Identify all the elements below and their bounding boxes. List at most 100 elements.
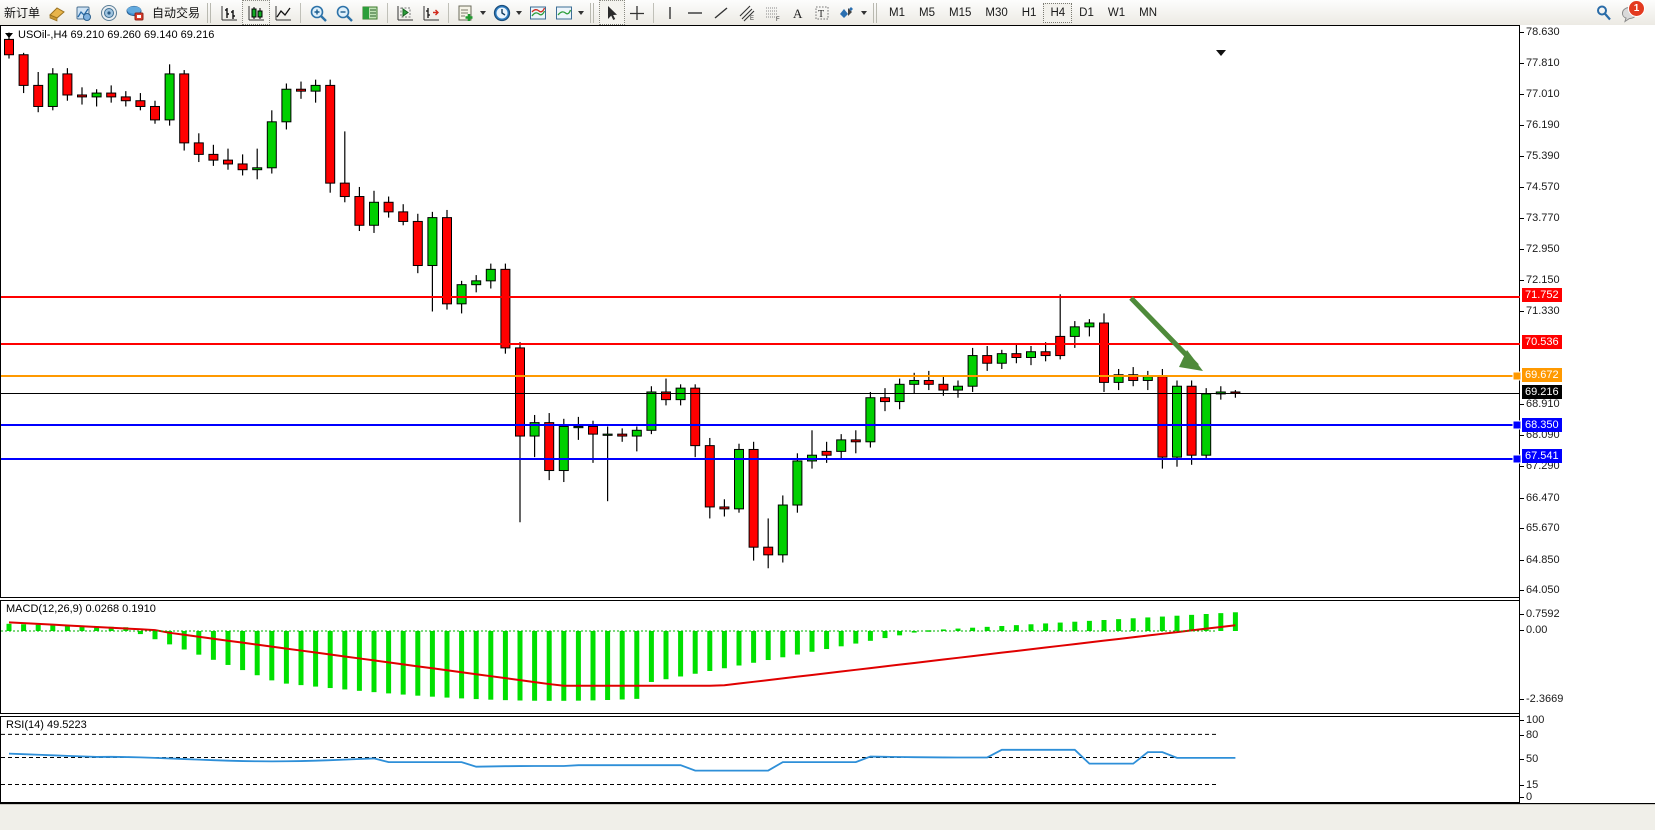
svg-text:F: F: [776, 17, 780, 22]
price-label-support-line[interactable]: 68.350: [1522, 418, 1562, 433]
trendline-icon[interactable]: [708, 1, 734, 24]
rsi-label: RSI(14) 49.5223: [6, 719, 87, 731]
line-chart-icon[interactable]: [270, 1, 296, 24]
resistance-line-70536[interactable]: [1, 343, 1520, 345]
support-line-handle[interactable]: [1512, 454, 1522, 464]
price-tick: 75.390: [1520, 149, 1560, 162]
status-bar: [0, 804, 1655, 830]
text-box-icon[interactable]: T: [810, 1, 834, 24]
price-label-order-line[interactable]: 69.672: [1522, 367, 1562, 382]
resistance-line-71752[interactable]: [1, 296, 1520, 298]
rsi-tick: 50: [1519, 752, 1539, 765]
timeframe-d1[interactable]: D1: [1079, 6, 1094, 19]
zoom-out-icon[interactable]: [331, 1, 357, 24]
timeframe-mn[interactable]: MN: [1139, 6, 1157, 19]
chevron-down-icon[interactable]: [480, 10, 487, 15]
price-tick: 74.570: [1520, 181, 1560, 194]
price-label-resistance-line[interactable]: 71.752: [1522, 288, 1562, 303]
order-line-handle[interactable]: [1512, 371, 1522, 381]
notifications-button[interactable]: 1: [1617, 0, 1645, 23]
rsi-series: [1, 733, 1236, 785]
support-line-68350[interactable]: [1, 424, 1520, 426]
timeframe-w1[interactable]: W1: [1107, 6, 1126, 19]
price-axis[interactable]: 78.630 77.810 77.010 76.190 75.390 74.570 73.7…: [1519, 25, 1655, 803]
toolbar-grip[interactable]: [207, 2, 214, 23]
price-tick: 77.810: [1520, 56, 1560, 69]
price-tick: 72.950: [1520, 243, 1560, 256]
price-tick: 66.470: [1520, 491, 1560, 504]
chart-object-icon[interactable]: [44, 1, 70, 24]
svg-text:T: T: [818, 9, 824, 20]
rsi-tick: 15: [1519, 779, 1539, 792]
arrows-shapes-icon[interactable]: [834, 1, 860, 24]
bar-chart-icon[interactable]: [216, 1, 242, 24]
market-watch-icon[interactable]: [70, 1, 96, 24]
toolbar-separator: [387, 2, 389, 23]
rsi-pane[interactable]: RSI(14) 49.5223: [0, 716, 1520, 803]
data-window-icon[interactable]: [357, 1, 383, 24]
timeframe-m1[interactable]: M1: [889, 6, 906, 19]
svg-text:A: A: [793, 6, 803, 21]
price-pane[interactable]: USOil-,H4 69.210 69.260 69.140 69.216: [0, 25, 1522, 598]
timeframe-m15[interactable]: M15: [949, 6, 972, 19]
toolbar-grip[interactable]: [590, 2, 597, 23]
candlestick-chart-icon[interactable]: [242, 0, 271, 25]
price-tick: 65.670: [1520, 522, 1560, 535]
price-tick: 68.910: [1520, 398, 1560, 410]
chart-title: USOil-,H4 69.210 69.260 69.140 69.216: [5, 29, 214, 41]
search-icon[interactable]: [1591, 1, 1617, 24]
rsi-tick: 0: [1519, 791, 1533, 803]
price-label-resistance-line[interactable]: 70.536: [1522, 334, 1562, 349]
price-tick: 64.050: [1520, 584, 1560, 597]
period-clock-icon[interactable]: [489, 1, 515, 24]
timeframe-h4[interactable]: H4: [1043, 2, 1073, 23]
price-tick: 73.770: [1520, 211, 1560, 224]
horizontal-line-icon[interactable]: [682, 1, 708, 24]
price-tick: 71.330: [1520, 305, 1560, 318]
timeframe-m5[interactable]: M5: [919, 6, 935, 19]
zoom-in-icon[interactable]: [305, 1, 331, 24]
equidistant-channel-icon[interactable]: E: [734, 1, 760, 24]
macd-pane[interactable]: MACD(12,26,9) 0.0268 0.1910: [0, 600, 1520, 714]
price-tick: 78.630: [1520, 25, 1560, 38]
timeframe-m30[interactable]: M30: [985, 6, 1008, 19]
timeframe-h1[interactable]: H1: [1021, 6, 1037, 19]
chart-title-text: USOil-,H4 69.210 69.260 69.140 69.216: [18, 29, 215, 41]
price-tick: 76.190: [1520, 119, 1560, 132]
chart-area[interactable]: USOil-,H4 69.210 69.260 69.140 69.216 MA…: [0, 25, 1655, 830]
crosshair-icon[interactable]: [625, 1, 649, 24]
auto-trading-button[interactable]: 自动交易: [152, 6, 201, 20]
price-label-current-price[interactable]: 69.216: [1522, 385, 1562, 400]
timeframe-group: M1 M5 M15 M30 H1 H4 D1 W1 MN: [882, 2, 1164, 23]
toolbar-separator: [300, 2, 302, 23]
macd-label: MACD(12,26,9) 0.0268 0.1910: [6, 603, 156, 615]
chart-shift-icon[interactable]: [392, 1, 418, 24]
order-line-69672[interactable]: [1, 375, 1520, 377]
text-label-icon[interactable]: A: [786, 1, 810, 24]
toolbar-separator: [448, 2, 450, 23]
chevron-down-icon[interactable]: [861, 10, 868, 15]
terminal-icon[interactable]: [122, 1, 148, 24]
toolbar-separator: [653, 2, 655, 23]
fibonacci-icon[interactable]: F: [760, 1, 786, 24]
price-tick: 77.010: [1520, 87, 1560, 100]
support-line-67541[interactable]: [1, 458, 1520, 460]
cursor-icon[interactable]: [599, 0, 626, 25]
vertical-line-icon[interactable]: [658, 1, 682, 24]
add-indicator-icon[interactable]: [453, 1, 479, 24]
chevron-down-icon[interactable]: [516, 10, 523, 15]
support-line-handle[interactable]: [1512, 420, 1522, 430]
notification-badge-count: 1: [1628, 0, 1645, 17]
chart-menu-caret-icon[interactable]: [5, 32, 13, 38]
new-order-button[interactable]: 新订单: [4, 6, 41, 20]
auto-scroll-icon[interactable]: [418, 1, 444, 24]
price-label-support-line[interactable]: 67.541: [1522, 449, 1562, 464]
price-tick: 64.850: [1520, 553, 1560, 566]
navigator-icon[interactable]: [96, 1, 122, 24]
main-toolbar: 新订单 自动交易: [0, 0, 1655, 26]
toolbar-grip[interactable]: [873, 2, 880, 23]
chevron-down-icon[interactable]: [578, 10, 585, 15]
templates-icon[interactable]: [525, 1, 551, 24]
current-price-line: [1, 393, 1520, 394]
templates-dropdown-icon[interactable]: [551, 1, 577, 24]
